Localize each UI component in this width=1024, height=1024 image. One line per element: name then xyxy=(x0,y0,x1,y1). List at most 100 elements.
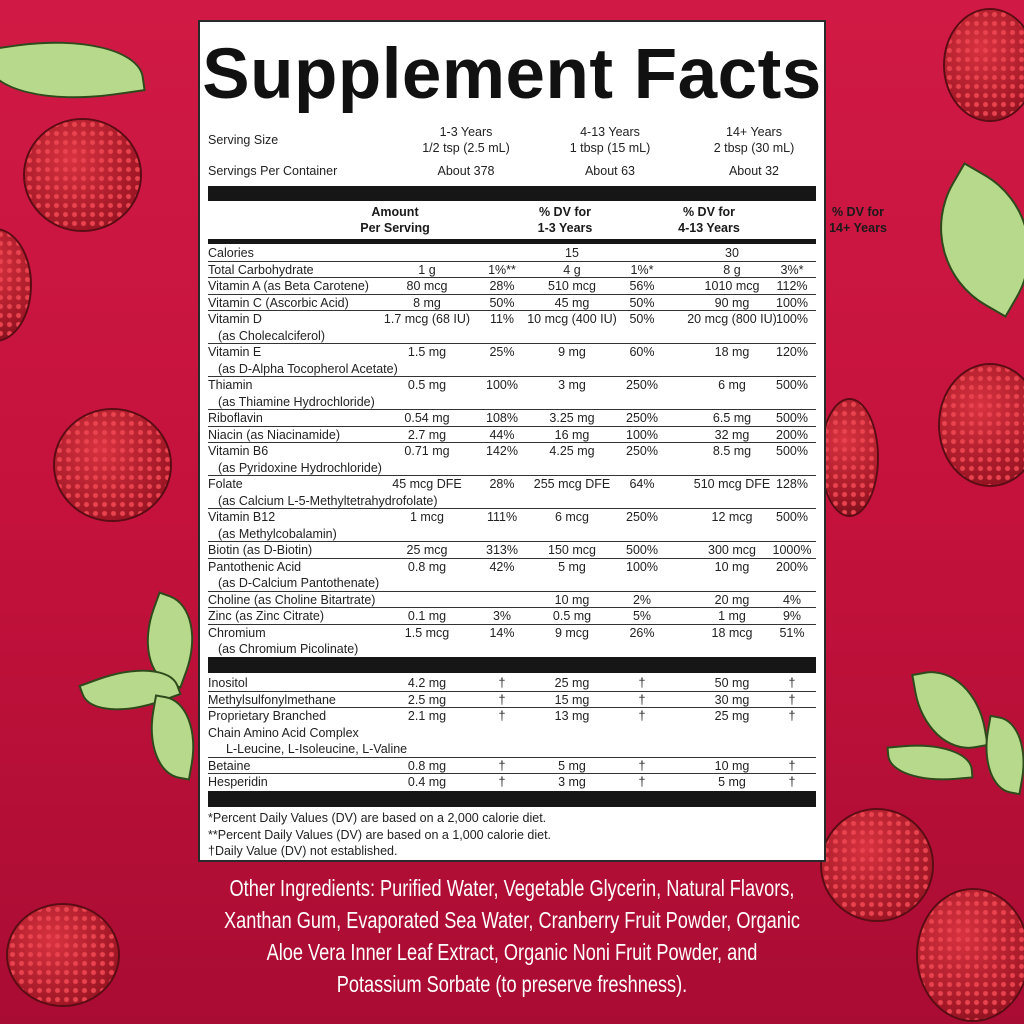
raspberry-decoration xyxy=(25,120,140,230)
nutrient-name-text: Niacin (as Niacinamide) xyxy=(208,427,340,442)
amount-cell: 16 mg xyxy=(554,427,590,442)
amount-cell: 10 mg xyxy=(714,559,750,574)
dv-cell: 3% xyxy=(492,609,512,623)
nutrient-name: Hesperidin xyxy=(208,774,268,791)
footnotes: *Percent Daily Values (DV) are based on … xyxy=(208,810,551,860)
dv-cell: 1%* xyxy=(630,262,654,277)
nutrient-source: (as Pyridoxine Hydrochloride) xyxy=(218,460,382,475)
table-row: Zinc (as Zinc Citrate) 0.1 mg 3% 0.5 mg 5% 1 … xyxy=(208,608,816,625)
amount-cell: 10 mg xyxy=(554,592,590,607)
age-label: 14+ Years xyxy=(726,125,782,139)
table-row: Vitamin D (as Cholecalciferol) 1.7 mcg (68… xyxy=(208,311,816,344)
leaf-decoration xyxy=(909,164,1024,316)
table-row: Biotin (as D-Biotin) 25 mcg 313% 150 mcg 500… xyxy=(208,542,816,559)
dv-cell: 250% xyxy=(626,510,658,524)
nutrient-source: (as D-Alpha Tocopherol Acetate) xyxy=(218,361,398,376)
nutrient-name: Biotin (as D-Biotin) xyxy=(208,542,312,559)
amount-cell: 80 mcg xyxy=(406,279,448,293)
dv-cell: 9% xyxy=(782,609,802,623)
other-ingredients: Other Ingredients: Purified Water, Veget… xyxy=(204,872,820,1000)
nutrient-name: Vitamin D (as Cholecalciferol) xyxy=(208,311,325,344)
dv-cell: 28% xyxy=(489,279,515,293)
amount-cell: 32 mg xyxy=(714,427,750,442)
nutrient-name-text: Vitamin D xyxy=(208,312,262,326)
amount-cell: 5 mg xyxy=(558,758,586,773)
raspberry-decoration xyxy=(55,410,170,520)
dv-cell: 128% xyxy=(776,477,808,491)
table-row: Folate (as Calcium L-5-Methyltetrahydrofo… xyxy=(208,476,816,509)
dv-cell: † xyxy=(788,676,796,690)
amount-cell: 6 mcg xyxy=(554,510,590,524)
amount-cell: 30 mg xyxy=(714,692,750,707)
dv-cell: 51% xyxy=(779,625,805,640)
table-row: Inositol 4.2 mg † 25 mg † 50 mg † xyxy=(208,675,816,692)
dv-cell: † xyxy=(788,692,796,707)
amount-cell: 4.2 mg xyxy=(407,676,447,690)
amount-cell: 3 mg xyxy=(558,775,586,789)
amount-cell: 90 mg xyxy=(714,295,750,310)
dv-cell: 44% xyxy=(489,427,515,442)
table-row: Vitamin E (as D-Alpha Tocopherol Acetate)… xyxy=(208,344,816,377)
dv-cell: † xyxy=(498,758,506,773)
amount-cell: 1 g xyxy=(418,262,436,277)
nutrient-name-text: Vitamin B6 xyxy=(208,444,269,458)
header-text: % DV for xyxy=(682,205,736,219)
dv-cell: † xyxy=(498,709,506,723)
amount-cell: 20 mg xyxy=(714,592,750,607)
dv-cell: † xyxy=(788,709,796,723)
other-ingredients-line: Xanthan Gum, Evaporated Sea Water, Cranb… xyxy=(223,907,800,933)
dv-cell: 50% xyxy=(489,295,515,310)
dv-cell: 250% xyxy=(626,444,658,458)
nutrient-source: (as D-Calcium Pantothenate) xyxy=(218,576,380,590)
dv-cell: 500% xyxy=(776,378,808,392)
dv-cell: 42% xyxy=(489,559,515,574)
amount-cell: 10 mg xyxy=(714,758,750,773)
other-ingredients-line: Other Ingredients: Purified Water, Veget… xyxy=(229,875,795,901)
leaf-decoration xyxy=(0,29,144,111)
dv-cell: 500% xyxy=(776,444,808,458)
nutrient-name: Zinc (as Zinc Citrate) xyxy=(208,608,324,625)
amount-cell: 2.7 mg xyxy=(407,427,447,442)
table-row: Thiamin (as Thiamine Hydrochloride) 0.5 mg… xyxy=(208,377,816,410)
raspberry-decoration xyxy=(0,230,30,340)
dv-cell: 112% xyxy=(776,279,808,293)
dv-cell: 142% xyxy=(486,444,518,458)
dv-cell: 200% xyxy=(776,559,808,574)
divider-bar xyxy=(208,657,816,673)
nutrient-name: Vitamin B6 (as Pyridoxine Hydrochloride) xyxy=(208,443,382,476)
table-row: Chromium (as Chromium Picolinate) 1.5 mcg 1… xyxy=(208,625,816,658)
dv-cell: 500% xyxy=(776,510,808,524)
servings-value: About 378 xyxy=(437,164,495,178)
dv-cell: † xyxy=(788,775,796,789)
dv-cell: 100% xyxy=(776,295,808,310)
nutrient-name-text: Folate xyxy=(208,477,243,491)
header-amount: Amount Per Serving xyxy=(265,204,429,235)
nutrient-name-text: Calories xyxy=(208,246,254,260)
dv-cell: 100% xyxy=(776,312,808,326)
amount-cell: 18 mg xyxy=(714,345,750,359)
amount-cell: 25 mg xyxy=(714,709,750,723)
amount-cell: 150 mcg xyxy=(548,543,596,557)
dv-cell: 2% xyxy=(632,592,652,607)
raspberry-decoration xyxy=(940,365,1024,485)
amount-cell: 30 xyxy=(725,246,739,260)
amount-cell: 510 mcg DFE xyxy=(693,477,771,491)
age-group-2: 4-13 Years 1 tbsp (15 mL) xyxy=(535,124,685,156)
dv-cell: 1000% xyxy=(772,543,812,557)
dv-cell: 26% xyxy=(629,625,655,640)
amount-cell: 5 mg xyxy=(718,775,746,789)
nutrient-name-text: Chromium xyxy=(208,625,266,640)
other-ingredients-line: Aloe Vera Inner Leaf Extract, Organic No… xyxy=(266,939,758,965)
dv-cell: 60% xyxy=(629,345,655,359)
dv-cell: † xyxy=(638,676,646,690)
header-text: Per Serving xyxy=(360,221,430,235)
supplement-facts-panel: Supplement Facts Serving Size 1-3 Years 1… xyxy=(198,20,887,862)
dv-cell: 250% xyxy=(626,411,658,425)
amount-cell: 18 mcg xyxy=(711,625,753,640)
amount-cell: 0.1 mg xyxy=(407,609,447,623)
table-row: Riboflavin 0.54 mg 108% 3.25 mg 250% 6.5 mg 50… xyxy=(208,410,816,427)
dv-cell: 50% xyxy=(629,312,655,326)
nutrient-name-text: Zinc (as Zinc Citrate) xyxy=(208,609,324,623)
leaf-decoration xyxy=(143,696,202,779)
amount-cell: 1 mg xyxy=(718,609,746,623)
